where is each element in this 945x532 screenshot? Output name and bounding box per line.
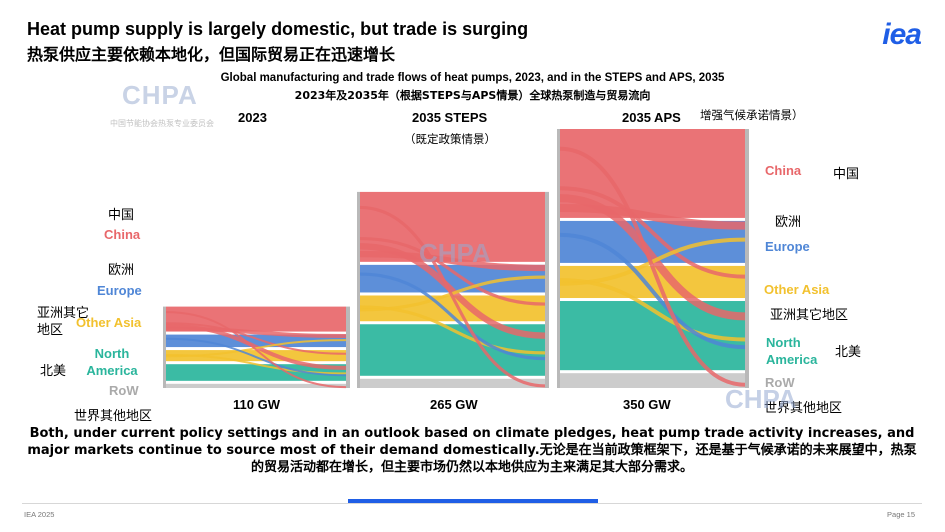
chpa-watermark-subtitle: 中国节能协会热泵专业委员会 bbox=[110, 119, 214, 128]
trade-flow-other_asia-to-north_america bbox=[559, 278, 746, 342]
col-subtitle-aps: 增强气候承诺情景） bbox=[700, 108, 804, 122]
col-title-aps: 2035 APS bbox=[622, 110, 681, 125]
trade-flow-china-to-europe bbox=[559, 204, 746, 230]
band-2023-north_america bbox=[166, 364, 346, 381]
label-left-north-america-zh: 北美 bbox=[40, 364, 67, 379]
label-right-row-zh: 世界其他地区 bbox=[764, 401, 843, 416]
label-right-north-america: North America bbox=[766, 335, 818, 367]
label-left-europe-zh: 欧洲 bbox=[108, 263, 135, 278]
label-left-europe: Europe bbox=[97, 283, 142, 298]
trade-flow-china-to-row bbox=[359, 205, 546, 388]
total-steps: 265 GW bbox=[430, 397, 478, 412]
node-bar-left-2035-aps bbox=[557, 129, 560, 388]
trade-flow-china-to-north_america bbox=[359, 243, 546, 339]
label-left-other-asia-zh: 亚洲其它地区 bbox=[37, 306, 90, 338]
label-right-europe: Europe bbox=[765, 239, 810, 254]
trade-flow-china-to-row bbox=[559, 146, 746, 387]
label-left-china-zh: 中国 bbox=[108, 208, 135, 223]
trade-flow-china-to-north_america bbox=[165, 324, 347, 370]
chart-title: Global manufacturing and trade flows of … bbox=[220, 72, 725, 84]
footer-source: IEA 2025 bbox=[24, 510, 55, 519]
node-bar-left-2023 bbox=[163, 306, 166, 388]
page-title-zh: 热泵供应主要依赖本地化，但国际贸易正在迅速增长 bbox=[27, 45, 396, 64]
chpa-watermark-right: CHPA bbox=[725, 384, 797, 414]
trade-flow-other_asia-to-north_america bbox=[165, 354, 347, 375]
band-2023-row bbox=[166, 383, 346, 388]
label-right-europe-zh: 欧洲 bbox=[775, 215, 802, 230]
band-2023-other_asia bbox=[166, 350, 346, 362]
total-aps: 350 GW bbox=[623, 397, 671, 412]
page-title: Heat pump supply is largely domestic, bu… bbox=[27, 19, 529, 39]
band-2035-steps-row bbox=[360, 378, 545, 388]
trade-flow-china-to-europe bbox=[359, 250, 546, 272]
node-bar-right-2035-aps bbox=[745, 129, 749, 388]
footer-page-number: Page 15 bbox=[887, 510, 915, 519]
band-2035-aps-row bbox=[560, 373, 745, 388]
iea-logo: iea bbox=[882, 18, 922, 51]
node-bar-right-2035-steps bbox=[545, 191, 549, 388]
trade-flow-europe-to-north_america bbox=[359, 272, 546, 361]
col-subtitle-steps: （既定政策情景） bbox=[404, 132, 496, 146]
label-left-row: RoW bbox=[109, 383, 139, 398]
node-bar-right-2023 bbox=[346, 306, 350, 388]
footer-divider bbox=[22, 503, 922, 504]
total-2023: 110 GW bbox=[233, 397, 280, 412]
trade-flow-china-to-other_asia bbox=[559, 186, 746, 279]
chart-title-zh: 2023年及2035年（根据STEPS与APS情景）全球热泵制造与贸易流向 bbox=[294, 89, 651, 102]
label-left-row-zh: 世界其他地区 bbox=[74, 409, 153, 424]
trade-flow-china-to-row bbox=[165, 311, 347, 389]
label-right-china: China bbox=[765, 163, 802, 178]
label-right-other-asia-zh: 亚洲其它地区 bbox=[770, 308, 849, 323]
label-right-other-asia: Other Asia bbox=[764, 282, 830, 297]
trade-flow-china-to-other_asia bbox=[165, 322, 347, 355]
label-right-china-zh: 中国 bbox=[833, 167, 860, 182]
trade-flow-europe-to-north_america bbox=[559, 232, 746, 350]
summary-text: Both, under current policy settings and … bbox=[27, 426, 917, 475]
label-right-row: RoW bbox=[765, 375, 795, 390]
label-right-north-america-zh: 北美 bbox=[835, 345, 862, 360]
band-2023-europe bbox=[166, 334, 346, 348]
label-left-other-asia: Other Asia bbox=[76, 315, 142, 330]
trade-flow-china-to-other_asia bbox=[359, 236, 546, 306]
col-title-2023: 2023 bbox=[238, 110, 267, 125]
trade-flow-china-to-north_america bbox=[559, 194, 746, 321]
col-title-steps: 2035 STEPS bbox=[412, 110, 488, 125]
chpa-watermark: CHPA bbox=[122, 80, 198, 110]
label-left-north-america: North America bbox=[86, 346, 138, 378]
chpa-watermark-center: CHPA bbox=[419, 238, 491, 268]
trade-flow-europe-to-north_america bbox=[165, 337, 347, 377]
label-left-china: China bbox=[104, 227, 141, 242]
trade-flow-other_asia-to-north_america bbox=[359, 305, 546, 355]
node-bar-left-2035-steps bbox=[357, 191, 360, 388]
footer-accent-bar bbox=[348, 499, 598, 503]
